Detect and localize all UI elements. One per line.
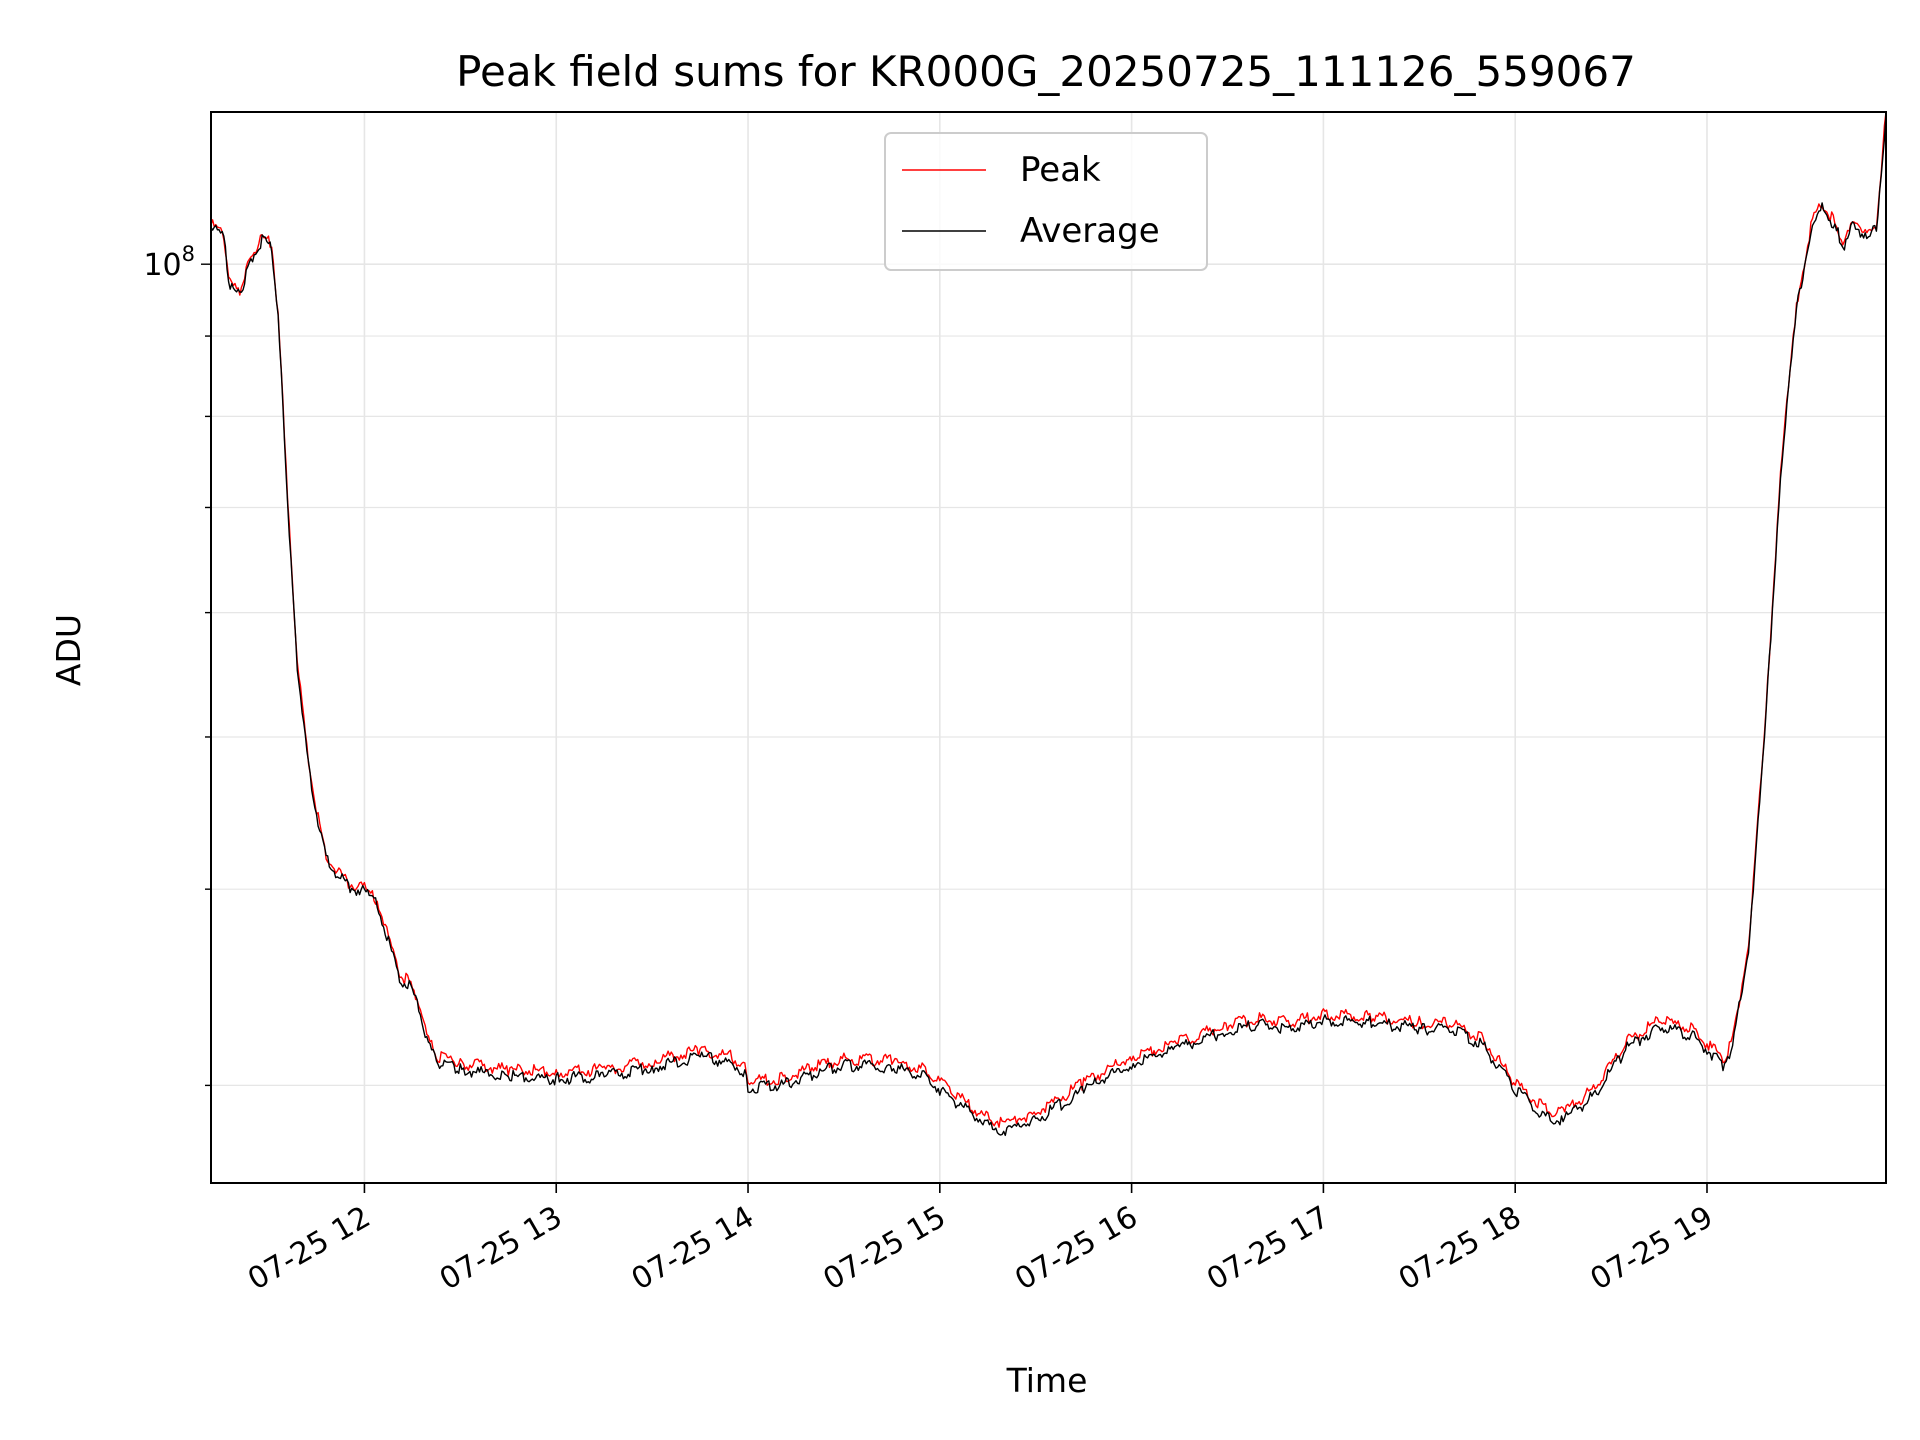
legend-label-peak: Peak [1020,150,1101,190]
legend-label-average: Average [1020,211,1160,251]
legend-box [884,132,1208,271]
legend: Peak Average [884,132,1208,271]
plot-area [210,111,1887,1137]
y-tick-label: 108 [143,242,195,283]
chart-title: Peak field sums for KR000G_20250725_1111… [456,47,1636,96]
axes-frame [210,111,1887,1184]
series-line-average [210,114,1887,1137]
series-line-peak [210,111,1887,1128]
y-axis-label: ADU [49,614,88,686]
x-axis-label: Time [1006,1361,1088,1400]
grid [211,112,1886,1183]
